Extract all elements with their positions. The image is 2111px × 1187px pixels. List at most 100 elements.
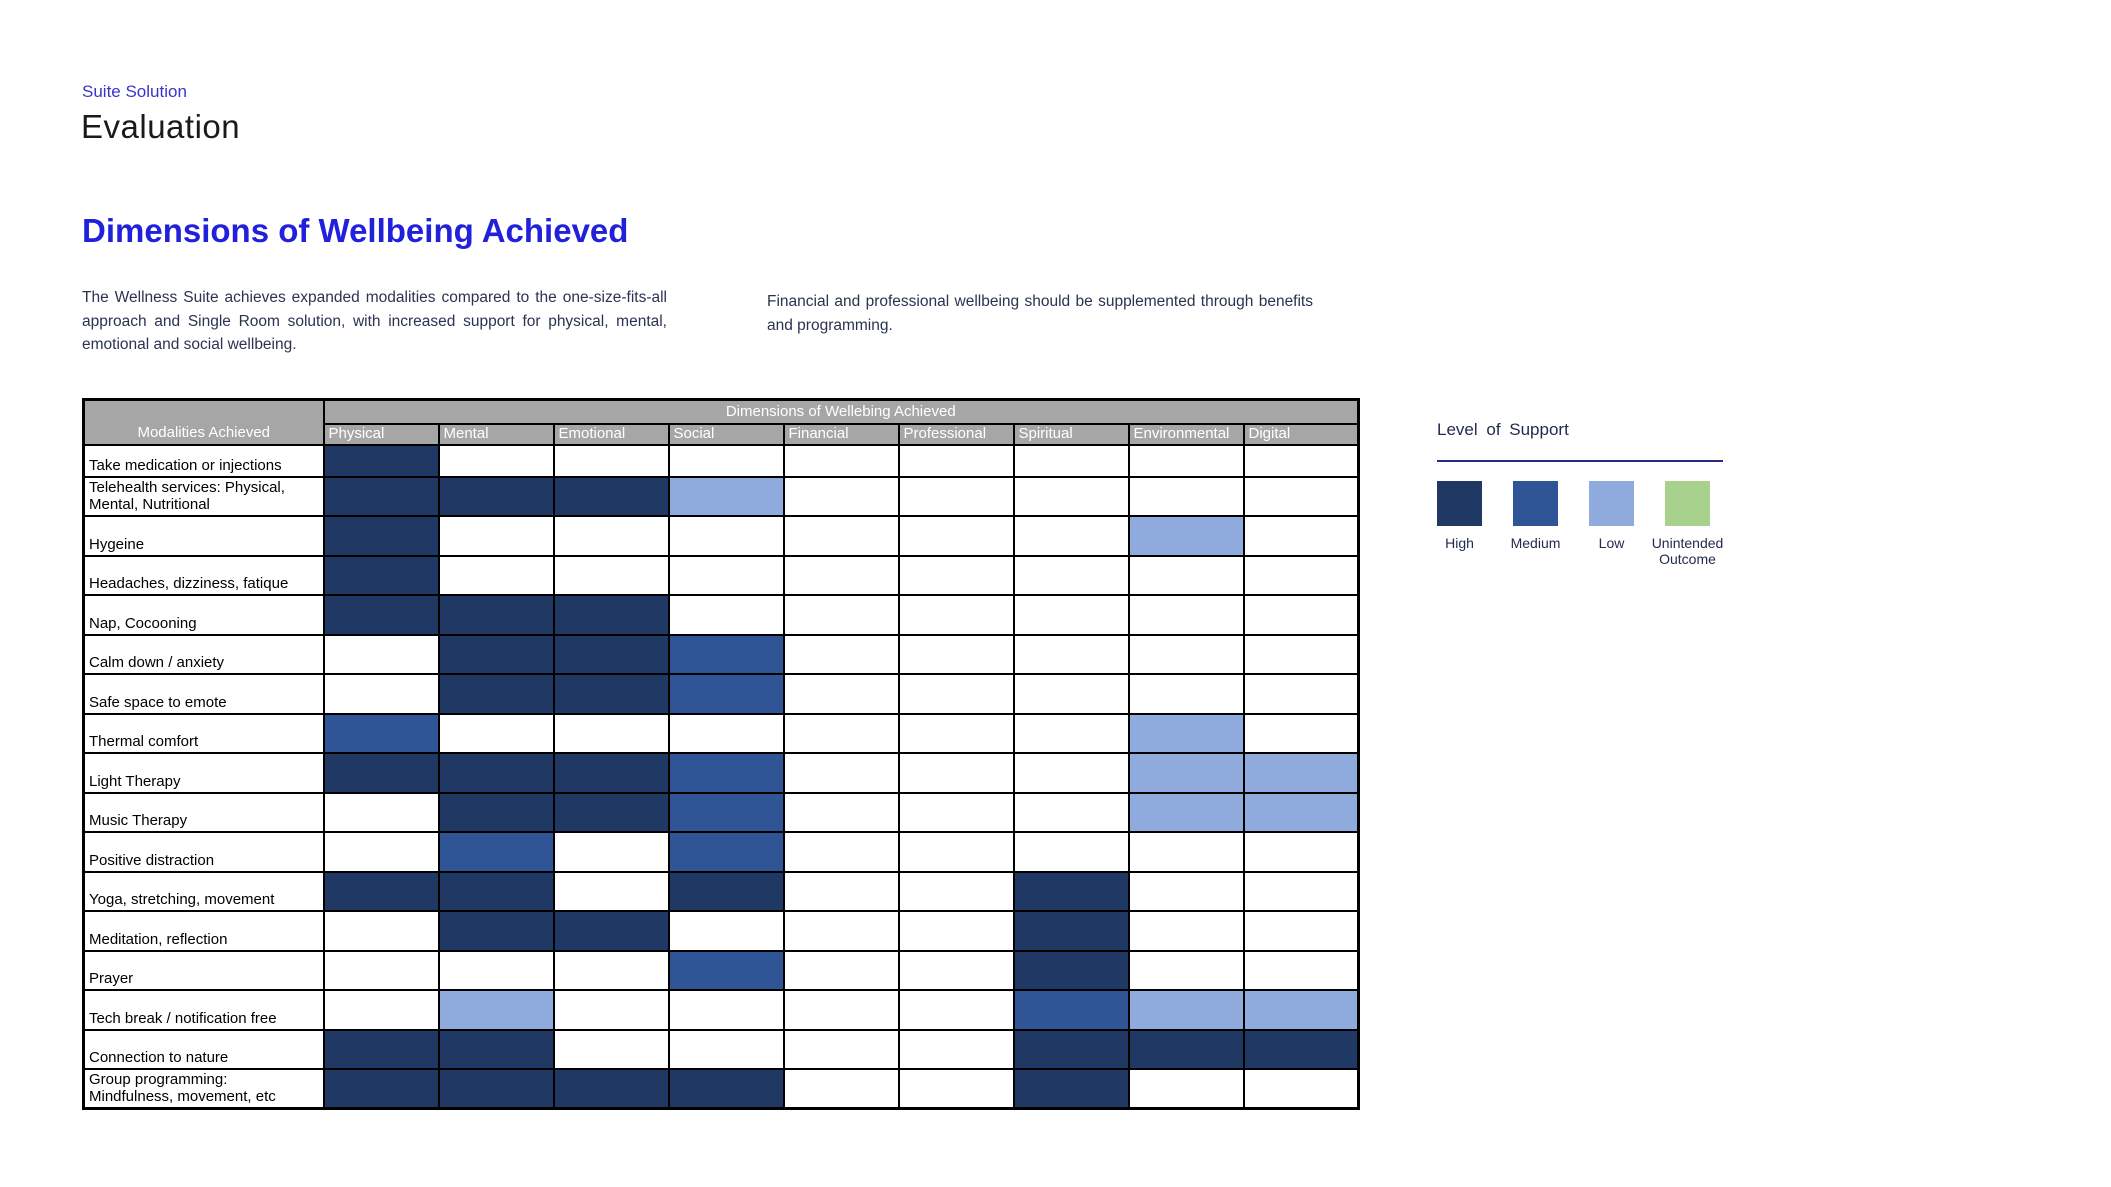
matrix-cell-empty <box>1127 475 1245 517</box>
matrix-cell-empty <box>1242 870 1360 912</box>
matrix-cell-medium <box>1012 989 1130 1031</box>
legend-item: Unintended Outcome <box>1652 481 1723 567</box>
matrix-cell-empty <box>782 1068 900 1110</box>
wellbeing-matrix: Modalities Achieved Dimensions of Welleb… <box>82 398 1360 1110</box>
matrix-cell-empty <box>1012 633 1130 675</box>
matrix-cell-empty <box>1242 949 1360 991</box>
matrix-cell-empty <box>1012 752 1130 794</box>
matrix-cell-empty <box>1012 443 1130 478</box>
matrix-cell-high <box>437 870 555 912</box>
matrix-cell-low <box>437 989 555 1031</box>
matrix-cell-empty <box>897 554 1015 596</box>
matrix-cell-high <box>1012 910 1130 952</box>
matrix-cell-empty <box>1127 443 1245 478</box>
matrix-cell-low <box>1127 515 1245 557</box>
matrix-cell-empty <box>1242 594 1360 636</box>
matrix-cell-high <box>667 1068 785 1110</box>
matrix-cell-empty <box>322 673 440 715</box>
row-label: Tech break / notification free <box>82 989 325 1031</box>
matrix-cell-empty <box>897 791 1015 833</box>
matrix-cell-high <box>322 515 440 557</box>
matrix-cell-empty <box>782 831 900 873</box>
intro-paragraph-left: The Wellness Suite achieves expanded mod… <box>82 289 667 353</box>
matrix-cell-low <box>1242 752 1360 794</box>
matrix-cell-empty <box>782 791 900 833</box>
matrix-cell-empty <box>897 712 1015 754</box>
row-label: Prayer <box>82 949 325 991</box>
matrix-cell-low <box>1127 712 1245 754</box>
row-header-cell: Modalities Achieved <box>82 398 325 446</box>
matrix-cell-high <box>437 594 555 636</box>
matrix-cell-empty <box>667 554 785 596</box>
row-label: Nap, Cocooning <box>82 594 325 636</box>
matrix-cell-empty <box>897 673 1015 715</box>
matrix-cell-empty <box>552 989 670 1031</box>
column-header: Environmental <box>1127 422 1245 446</box>
table-row: Light Therapy <box>82 752 1360 794</box>
matrix-cell-empty <box>667 1028 785 1070</box>
table-row: Calm down / anxiety <box>82 633 1360 675</box>
matrix-cell-empty <box>552 1028 670 1070</box>
row-label: Music Therapy <box>82 791 325 833</box>
matrix-cell-empty <box>322 949 440 991</box>
column-header: Financial <box>782 422 900 446</box>
matrix-cell-empty <box>897 831 1015 873</box>
table-row: Nap, Cocooning <box>82 594 1360 636</box>
row-label: Meditation, reflection <box>82 910 325 952</box>
matrix-header: Modalities Achieved Dimensions of Welleb… <box>82 398 1360 446</box>
matrix-cell-empty <box>897 752 1015 794</box>
legend-items: High Medium Low Unintended Outcome <box>1437 481 1757 567</box>
matrix-cell-medium <box>437 831 555 873</box>
matrix-cell-empty <box>897 1068 1015 1110</box>
matrix-cell-empty <box>1242 673 1360 715</box>
legend-title: Level of Support <box>1437 420 1569 439</box>
table-row: Music Therapy <box>82 791 1360 833</box>
matrix-cell-high <box>322 1028 440 1070</box>
matrix-cell-empty <box>552 870 670 912</box>
legend-label: Low <box>1598 535 1625 551</box>
matrix-cell-empty <box>667 443 785 478</box>
row-label: Thermal comfort <box>82 712 325 754</box>
matrix-cell-high <box>1242 1028 1360 1070</box>
matrix-cell-empty <box>897 594 1015 636</box>
matrix-cell-empty <box>322 633 440 675</box>
matrix-cell-empty <box>1012 712 1130 754</box>
column-header: Mental <box>437 422 555 446</box>
matrix-cell-empty <box>437 712 555 754</box>
matrix-cell-empty <box>782 475 900 517</box>
matrix-cell-empty <box>897 910 1015 952</box>
table-row: Tech break / notification free <box>82 989 1360 1031</box>
row-label: Telehealth services: Physical, Mental, N… <box>82 475 325 517</box>
matrix-cell-empty <box>897 633 1015 675</box>
matrix-cell-empty <box>1012 673 1130 715</box>
matrix-cell-high <box>552 594 670 636</box>
row-label: Headaches, dizziness, fatique <box>82 554 325 596</box>
matrix-cell-high <box>1127 1028 1245 1070</box>
table-row: Thermal comfort <box>82 712 1360 754</box>
matrix-cell-empty <box>782 594 900 636</box>
matrix-cell-empty <box>667 515 785 557</box>
matrix-cell-empty <box>1012 515 1130 557</box>
matrix-cell-empty <box>437 515 555 557</box>
row-label: Connection to nature <box>82 1028 325 1070</box>
matrix-cell-high <box>437 1068 555 1110</box>
group-header-cell: Dimensions of Wellebing Achieved <box>322 398 1360 425</box>
table-row: Hygeine <box>82 515 1360 557</box>
matrix-cell-empty <box>1127 554 1245 596</box>
matrix-cell-high <box>552 1068 670 1110</box>
legend-swatch-high <box>1437 481 1482 526</box>
matrix-cell-medium <box>667 752 785 794</box>
legend-label: High <box>1445 535 1474 551</box>
matrix-cell-empty <box>1127 831 1245 873</box>
row-label: Calm down / anxiety <box>82 633 325 675</box>
table-row: Group programming: Mindfulness, movement… <box>82 1068 1360 1110</box>
matrix-cell-empty <box>667 910 785 952</box>
column-header-row: Physical Mental Emotional Social Financial Pr… <box>84 422 1360 446</box>
table-row: Headaches, dizziness, fatique <box>82 554 1360 596</box>
matrix-cell-empty <box>897 949 1015 991</box>
matrix-cell-empty <box>667 712 785 754</box>
matrix-cell-empty <box>782 633 900 675</box>
matrix-cell-empty <box>782 870 900 912</box>
matrix-cell-high <box>437 633 555 675</box>
